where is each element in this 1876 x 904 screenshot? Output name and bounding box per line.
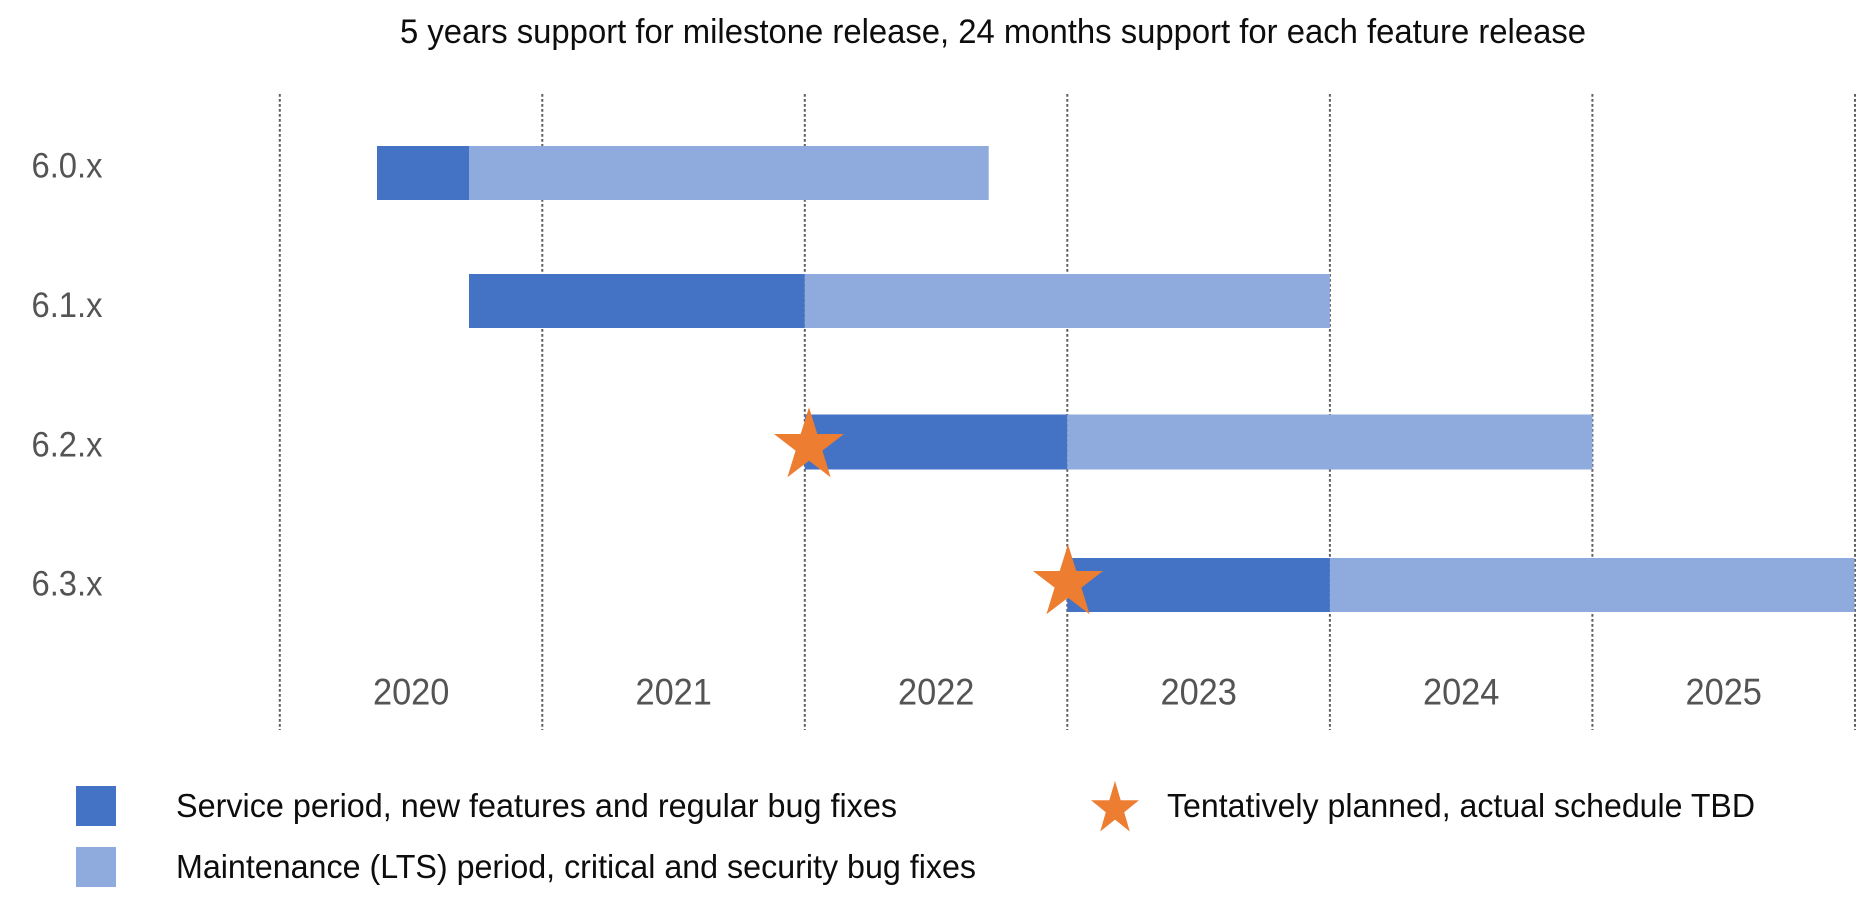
svg-text:2020: 2020 — [373, 671, 450, 712]
svg-text:2025: 2025 — [1685, 671, 1762, 712]
svg-text:6.0.x: 6.0.x — [32, 147, 103, 186]
svg-text:6.3.x: 6.3.x — [32, 565, 103, 604]
svg-text:2023: 2023 — [1160, 671, 1237, 712]
svg-text:2021: 2021 — [635, 671, 712, 712]
svg-text:Tentatively planned, actual sc: Tentatively planned, actual schedule TBD — [1167, 787, 1755, 824]
svg-text:2024: 2024 — [1423, 671, 1500, 712]
svg-text:Service period, new features a: Service period, new features and regular… — [176, 787, 897, 824]
svg-text:Maintenance (LTS) period, crit: Maintenance (LTS) period, critical and s… — [176, 848, 976, 885]
svg-text:5 years support for milestone: 5 years support for milestone release, 2… — [400, 13, 1586, 51]
svg-text:2022: 2022 — [898, 671, 975, 712]
svg-text:6.1.x: 6.1.x — [32, 286, 103, 325]
svg-text:6.2.x: 6.2.x — [32, 425, 103, 464]
